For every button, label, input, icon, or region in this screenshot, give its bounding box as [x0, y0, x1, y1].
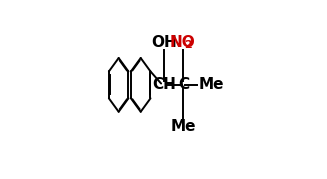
- Text: C: C: [178, 77, 189, 92]
- Text: OH: OH: [151, 35, 177, 50]
- Text: Me: Me: [198, 77, 224, 92]
- Text: 2: 2: [184, 40, 192, 50]
- Text: NO: NO: [169, 35, 195, 50]
- Text: CH: CH: [152, 77, 176, 92]
- Text: Me: Me: [171, 119, 196, 134]
